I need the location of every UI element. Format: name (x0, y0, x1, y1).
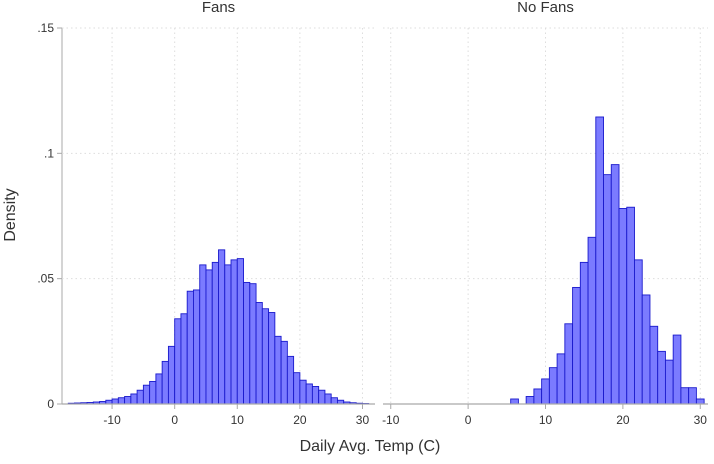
histogram-bar (211, 261, 219, 405)
x-tick-label: 0 (465, 413, 472, 427)
shared-y-axis: 0 .05 .1 .15 (37, 21, 63, 411)
histogram-bar (243, 281, 251, 405)
histogram-bar (249, 283, 257, 405)
histogram-bar (618, 208, 628, 405)
panel-no-fans: No Fans -10 0 10 20 30 (382, 0, 708, 427)
histogram-bar (318, 389, 326, 405)
histogram-bar (324, 393, 332, 405)
histogram-bar (572, 286, 581, 405)
y-tick-label: .1 (44, 146, 54, 160)
histogram-bar (595, 116, 604, 405)
histogram-bar (688, 387, 697, 405)
histogram-bar (556, 353, 566, 405)
histogram-bar (293, 372, 301, 405)
x-tick-label: 30 (694, 413, 708, 427)
histogram-bar (142, 384, 151, 405)
histogram-bar (634, 259, 643, 405)
histogram-bar (161, 360, 169, 405)
histogram-bar (525, 396, 535, 405)
histogram-bar (155, 373, 163, 405)
x-tick-label: 10 (539, 413, 553, 427)
histogram-bar (664, 359, 674, 405)
histogram-bar (174, 318, 182, 405)
x-tick-label: 20 (293, 413, 307, 427)
histogram-bar (672, 334, 682, 405)
histogram-bar (224, 264, 232, 405)
histogram-bar (167, 345, 176, 405)
histogram-bar (548, 367, 558, 405)
histogram-bar (626, 206, 635, 405)
x-tick-label: 10 (231, 413, 245, 427)
x-tick-label: -10 (382, 413, 400, 427)
histogram-bar (657, 350, 666, 405)
histogram-bar (280, 340, 288, 405)
histogram-bar (564, 323, 574, 405)
histogram-bar (218, 249, 226, 405)
y-tick-label: .15 (37, 21, 54, 35)
y-tick-label: 0 (47, 397, 54, 411)
histogram-bar (130, 393, 138, 405)
histogram-bar (680, 387, 690, 405)
histogram-bar (510, 398, 519, 405)
histogram-bar (180, 313, 188, 405)
histogram-bar (205, 269, 213, 405)
panel-title: Fans (202, 0, 235, 16)
panel-fans: Fans -10 0 10 20 30 (62, 0, 375, 427)
histogram-bar (641, 294, 651, 405)
histogram-bar (193, 289, 201, 405)
y-axis-title: Density (2, 188, 19, 241)
histogram-bar (111, 398, 119, 405)
histogram-bar (286, 355, 295, 405)
panel-title: No Fans (517, 0, 574, 16)
histogram-bar (149, 380, 157, 405)
histogram-bar (236, 258, 244, 405)
histogram-bar (330, 397, 338, 405)
histogram-bar (311, 386, 320, 405)
histogram-bar (695, 398, 705, 405)
histogram-bar (268, 312, 276, 405)
x-axis-title: Daily Avg. Temp (C) (300, 438, 441, 455)
histogram-bar (117, 397, 126, 405)
histogram-bar (305, 383, 313, 405)
histogram-bar (603, 174, 612, 405)
y-tick-label: .05 (37, 272, 54, 286)
histogram-bar (649, 325, 659, 405)
x-tick-label: -10 (103, 413, 121, 427)
histogram-bar (199, 264, 207, 405)
histogram-bar (261, 308, 270, 405)
histogram-bar (255, 302, 263, 405)
histogram-bar (274, 335, 282, 405)
histogram-bar (136, 389, 144, 405)
histogram-bar (610, 164, 620, 405)
histogram-bar (124, 396, 132, 405)
histogram-bar (533, 388, 543, 405)
x-tick-label: 30 (356, 413, 370, 427)
histogram-bar (230, 259, 238, 405)
histogram-bar (299, 379, 307, 405)
histogram-bar (186, 290, 194, 405)
histogram-bar (579, 261, 589, 405)
x-tick-label: 20 (616, 413, 630, 427)
x-tick-label: 0 (171, 413, 178, 427)
histogram-bar (541, 378, 550, 405)
histogram-bar (587, 236, 597, 405)
